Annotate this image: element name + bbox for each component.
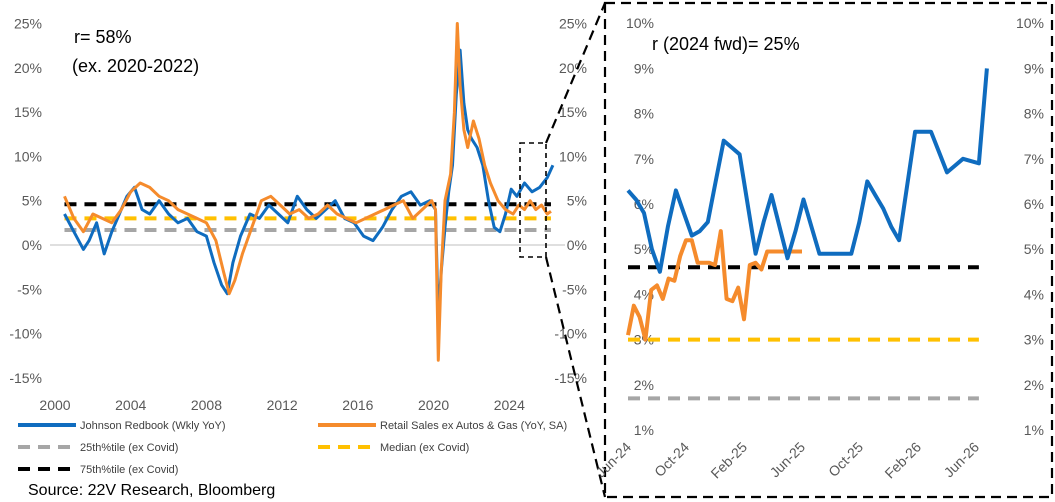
main-series-retail bbox=[63, 22, 552, 362]
main-x-tick: 2024 bbox=[494, 397, 525, 413]
main-y-tick-left: -15% bbox=[9, 370, 42, 386]
main-y-ticks-right: 25% 20% 15% 10% 5% 0% -5% -10% -15% bbox=[554, 16, 587, 386]
inset-y-tick-right: 4% bbox=[1024, 286, 1044, 302]
inset-y-tick-right: 8% bbox=[1024, 106, 1044, 122]
inset-y-tick-right: 2% bbox=[1024, 377, 1044, 393]
inset-y-tick-left: 2% bbox=[634, 377, 654, 393]
main-y-tick-left: 25% bbox=[14, 16, 42, 32]
inset-y-tick-left: 8% bbox=[634, 106, 654, 122]
main-y-tick-right: 25% bbox=[559, 16, 587, 32]
inset-y-tick-right: 1% bbox=[1024, 422, 1044, 438]
main-y-tick-left: 15% bbox=[14, 104, 42, 120]
main-series-lines bbox=[63, 22, 555, 362]
inset-series-lines bbox=[626, 68, 989, 342]
main-x-tick: 2016 bbox=[342, 397, 373, 413]
inset-x-ticks: Jun-24 Oct-24 Feb-25 Jun-25 Oct-25 Feb-26 Jun-… bbox=[593, 439, 983, 482]
inset-x-tick: Feb-25 bbox=[707, 439, 750, 482]
main-y-ticks-left: 25% 20% 15% 10% 5% 0% -5% -10% -15% bbox=[9, 16, 42, 386]
inset-percentile-lines bbox=[628, 265, 979, 401]
main-x-tick: 2004 bbox=[115, 397, 146, 413]
inset-y-tick-left: 7% bbox=[634, 151, 654, 167]
main-annotation-line-1: r= 58% bbox=[74, 27, 132, 47]
main-y-tick-left: -5% bbox=[17, 281, 42, 297]
inset-x-tick: Jun-26 bbox=[941, 439, 983, 481]
main-y-tick-left: 0% bbox=[22, 237, 42, 253]
inset-series-redbook bbox=[626, 68, 989, 274]
zoom-connector-bottom bbox=[544, 256, 607, 498]
inset-y-ticks-right: 10% 9% 8% 7% 6% 5% 4% 3% 2% 1% bbox=[1016, 15, 1044, 438]
legend-label: Retail Sales ex Autos & Gas (YoY, SA) bbox=[380, 420, 567, 432]
source-note: Source: 22V Research, Bloomberg bbox=[28, 482, 275, 499]
main-y-tick-left: -10% bbox=[9, 326, 42, 342]
main-x-ticks: 2000 2004 2008 2012 2016 2020 2024 bbox=[39, 397, 525, 413]
inset-y-tick-left: 10% bbox=[626, 15, 654, 31]
inset-annotation: r (2024 fwd)= 25% bbox=[652, 34, 800, 54]
main-y-tick-right: 15% bbox=[559, 104, 587, 120]
inset-series-retail bbox=[626, 229, 802, 342]
inset-chart: 10% 9% 8% 7% 6% 5% 4% 3% 2% 1% 10% 9% 8% 7% 6% 5% 4% 3% 2… bbox=[593, 1, 1054, 499]
inset-y-tick-left: 9% bbox=[634, 60, 654, 76]
main-annotation-line-2: (ex. 2020-2022) bbox=[72, 56, 199, 76]
main-x-tick: 2012 bbox=[267, 397, 298, 413]
main-y-tick-left: 10% bbox=[14, 148, 42, 164]
main-y-tick-right: -5% bbox=[562, 281, 587, 297]
inset-x-tick: Oct-24 bbox=[651, 439, 692, 480]
inset-y-ticks-left: 10%9%8%7%6%5%4%3%2%1% bbox=[626, 15, 654, 438]
main-y-tick-left: 5% bbox=[22, 193, 42, 209]
main-x-tick: 2020 bbox=[418, 397, 449, 413]
zoom-connector-top bbox=[544, 2, 607, 144]
main-y-tick-right: 10% bbox=[559, 148, 587, 164]
legend-label: 25th%tile (ex Covid) bbox=[80, 442, 178, 454]
inset-y-tick-right: 3% bbox=[1024, 332, 1044, 348]
inset-y-tick-right: 7% bbox=[1024, 151, 1044, 167]
main-y-tick-right: 0% bbox=[567, 237, 587, 253]
legend-label: Median (ex Covid) bbox=[380, 442, 469, 454]
inset-y-tick-right: 6% bbox=[1024, 196, 1044, 212]
legend-label: Johnson Redbook (Wkly YoY) bbox=[80, 420, 226, 432]
inset-x-tick: Jun-25 bbox=[767, 439, 809, 481]
inset-frame bbox=[603, 1, 1054, 499]
inset-y-tick-right: 9% bbox=[1024, 60, 1044, 76]
inset-y-tick-left: 1% bbox=[634, 422, 654, 438]
main-x-tick: 2008 bbox=[191, 397, 222, 413]
main-y-tick-left: 20% bbox=[14, 60, 42, 76]
inset-y-tick-left: 5% bbox=[634, 241, 654, 257]
inset-x-tick: Feb-26 bbox=[881, 439, 924, 482]
inset-y-tick-right: 5% bbox=[1024, 241, 1044, 257]
main-y-tick-right: -10% bbox=[554, 326, 587, 342]
zoom-highlight-box bbox=[519, 142, 547, 258]
main-y-tick-right: 20% bbox=[559, 60, 587, 76]
inset-x-tick: Oct-25 bbox=[825, 439, 866, 480]
main-y-tick-right: -15% bbox=[554, 370, 587, 386]
main-x-tick: 2000 bbox=[39, 397, 70, 413]
main-chart: 25% 20% 15% 10% 5% 0% -5% -10% -15% 25% 20% 15% 10%… bbox=[9, 2, 607, 498]
legend-label: 75th%tile (ex Covid) bbox=[80, 464, 178, 476]
inset-y-tick-right: 10% bbox=[1016, 15, 1044, 31]
main-y-tick-right: 5% bbox=[567, 193, 587, 209]
legend: Johnson Redbook (Wkly YoY) Retail Sales e… bbox=[18, 420, 567, 476]
inset-x-tick: Jun-24 bbox=[593, 439, 635, 481]
